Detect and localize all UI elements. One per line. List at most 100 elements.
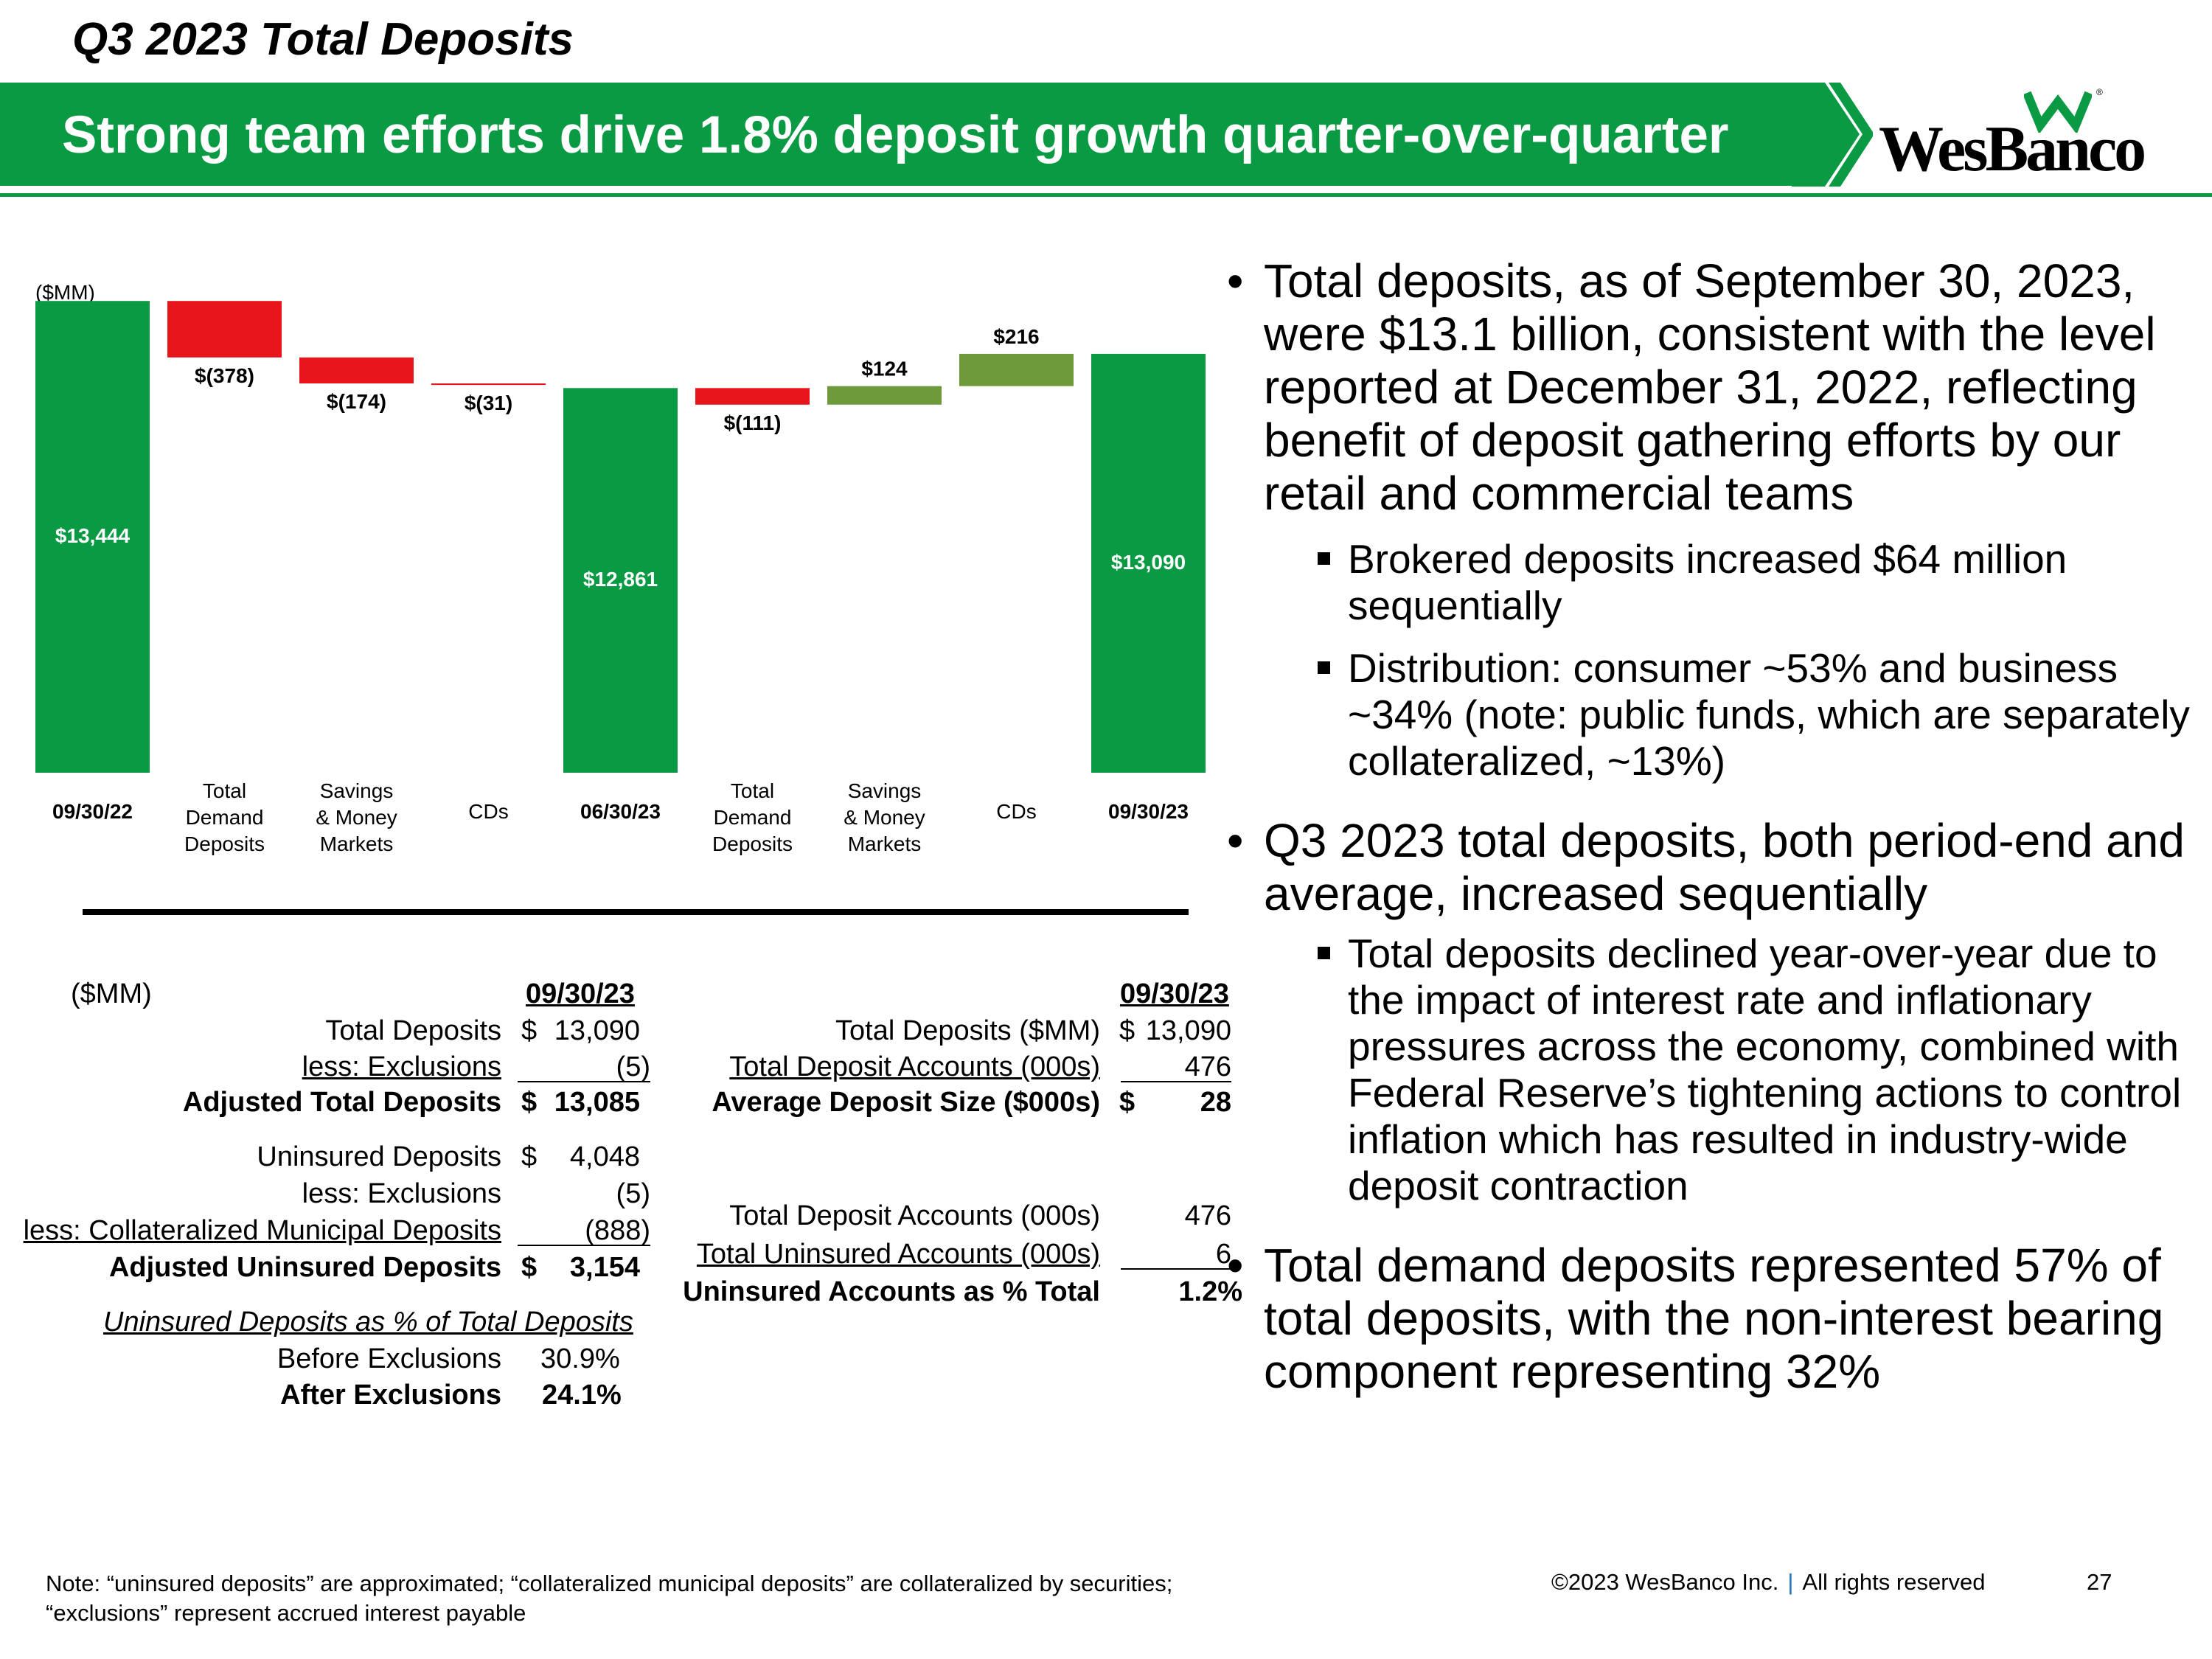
decrease-bar [167,301,282,358]
copyright-text: ©2023 WesBanco Inc. [1551,1569,1779,1595]
copyright: ©2023 WesBanco Inc. | All rights reserved [1551,1569,1986,1596]
sub-bullet-distribution: Distribution: consumer ~53% and business… [1224,645,2205,785]
lt-before-value: 30.9% [540,1343,620,1374]
sub-bullet-text: Brokered deposits increased $64 million … [1348,536,2067,628]
waterfall-chart: ($MM) $13,444 09/30/22 $(378) Total Demand De… [35,281,1206,855]
category-label: Deposits [712,832,793,855]
total-bar-value-label: $13,444 [55,524,131,547]
total-bar [563,388,678,773]
left-table-date-header: 09/30/23 [526,978,635,1009]
category-label: Deposits [184,832,265,855]
lt-uninsured-exclusions-label: less: Exclusions [302,1178,501,1209]
lt-after-label: After Exclusions [280,1380,501,1411]
decrease-bar [431,383,546,386]
lt-total-deposits-label: Total Deposits [325,1015,501,1046]
footnote-line-1: Note: “uninsured deposits” are approxima… [46,1571,1173,1596]
footnote: Note: “uninsured deposits” are approxima… [46,1569,1172,1628]
rt-uninsured-pct-label: Uninsured Accounts as % Total [683,1276,1100,1307]
category-label: Demand [186,806,264,829]
sub-bullet-yoy-decline: Total deposits declined year-over-year d… [1224,931,2205,1209]
decrease-bar [695,388,810,405]
rt-total-deposits-label: Total Deposits ($MM) [835,1015,1100,1046]
rt-uninsured-accounts-label: Total Uninsured Accounts (000s) [696,1239,1100,1270]
category-label: Markets [848,832,922,855]
delta-bar-value-label: $216 [993,325,1039,348]
lt-total-deposits-value: 13,090 [554,1015,640,1046]
delta-bar-value-label: $124 [861,358,908,380]
square-bullet-icon [1318,947,1330,959]
lt-adjusted-uninsured-value: 3,154 [569,1252,640,1283]
delta-bar-value-label: $(174) [327,390,386,413]
title-banner [0,83,1825,186]
footer-separator: | [1787,1569,1794,1595]
lt-exclusions-value: (5) [518,1053,650,1082]
lt-uninsured-exclusions-value: (5) [616,1178,650,1209]
lt-uninsured-dollar: $ [521,1141,538,1172]
lt-pct-heading: Uninsured Deposits as % of Total Deposit… [103,1307,633,1338]
increase-bar [959,353,1074,386]
lt-exclusions-label: less: Exclusions [302,1051,501,1082]
category-label: Demand [714,806,792,829]
category-label: Savings [320,779,394,802]
total-bar-value-label: $12,861 [583,568,658,591]
lt-collateralized-label: less: Collateralized Municipal Deposits [23,1215,501,1246]
bullet-total-deposits: • Total deposits, as of September 30, 20… [1224,254,2205,785]
category-label: Savings [848,779,922,802]
sub-bullet-brokered: Brokered deposits increased $64 million … [1224,536,2205,629]
right-table-date-header: 09/30/23 [1120,978,1229,1009]
rt-accounts-value: 476 [1121,1053,1231,1082]
category-label: CDs [996,800,1036,823]
rt-uninsured-accounts-value: 6 [1121,1240,1231,1270]
bullet-text: Total demand deposits represented 57% of… [1264,1239,2164,1398]
bullet-dot-icon: • [1227,814,1244,867]
bullet-demand-deposits: • Total demand deposits represented 57% … [1224,1239,2205,1398]
square-bullet-icon [1318,661,1330,674]
bullet-dot-icon: • [1227,254,1244,307]
page-number: 27 [2087,1569,2112,1595]
banner-title: Strong team efforts drive 1.8% deposit g… [62,106,1729,164]
category-label: Total [731,779,774,802]
rt-accounts2-label: Total Deposit Accounts (000s) [729,1200,1100,1231]
lt-after-value: 24.1% [542,1380,622,1411]
rt-total-deposits-value: 13,090 [1145,1015,1231,1046]
logo-wordmark: WesBanco [1879,114,2146,185]
lt-before-label: Before Exclusions [276,1343,501,1374]
header-rule [0,193,2212,197]
rt-avg-size-value: 28 [1200,1087,1231,1118]
total-bar [35,301,150,773]
rt-avg-size-label: Average Deposit Size ($000s) [712,1087,1100,1118]
delta-bar-value-label: $(111) [724,411,782,434]
category-label: & Money [316,806,397,829]
category-label: 06/30/23 [580,800,661,823]
sub-bullet-text: Distribution: consumer ~53% and business… [1348,645,2190,784]
registered-mark-icon: ® [2096,87,2103,97]
commentary-bullets: • Total deposits, as of September 30, 20… [1224,254,2205,1427]
category-label: CDs [468,800,508,823]
rt-accounts2-value: 476 [1184,1200,1231,1231]
chart-unit-label: ($MM) [35,281,95,304]
left-table-unit: ($MM) [71,978,152,1009]
bullet-dot-icon: • [1227,1239,1244,1292]
lt-collateralized-value: (888) [518,1217,650,1246]
lt-adjusted-total-dollar: $ [521,1087,538,1118]
lt-adjusted-total-label: Adjusted Total Deposits [182,1087,501,1118]
sub-bullet-text: Total deposits declined year-over-year d… [1348,931,2182,1208]
lt-uninsured-label: Uninsured Deposits [257,1141,501,1172]
total-bar-value-label: $13,090 [1111,551,1186,574]
category-label: & Money [844,806,925,829]
banner-chevron-icon [1792,83,1873,187]
bullet-text: Q3 2023 total deposits, both period-end … [1264,814,2185,920]
lt-uninsured-value: 4,048 [569,1141,640,1172]
wesbanco-logo-icon [2024,91,2092,133]
rights-text: All rights reserved [1802,1569,1986,1595]
rt-total-deposits-dollar: $ [1119,1015,1135,1046]
rt-avg-size-dollar: $ [1119,1087,1135,1118]
category-label: Total [203,779,246,802]
footnote-line-2: “exclusions” represent accrued interest … [46,1600,526,1626]
lt-adjusted-total-value: 13,085 [554,1087,640,1118]
decrease-bar [299,357,414,384]
lt-adjusted-uninsured-dollar: $ [521,1252,538,1283]
category-label: 09/30/23 [1108,800,1189,823]
bullet-q3-deposits: • Q3 2023 total deposits, both period-en… [1224,814,2205,1209]
square-bullet-icon [1318,552,1330,565]
